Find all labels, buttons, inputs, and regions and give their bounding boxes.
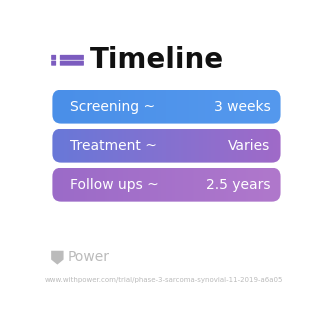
Text: Screening ~: Screening ~ — [70, 100, 155, 113]
Text: Timeline: Timeline — [90, 46, 224, 74]
FancyBboxPatch shape — [60, 60, 84, 66]
Polygon shape — [51, 251, 64, 265]
FancyBboxPatch shape — [51, 60, 56, 66]
Text: Power: Power — [67, 250, 109, 264]
Text: Treatment ~: Treatment ~ — [70, 139, 156, 153]
Text: Varies: Varies — [228, 139, 271, 153]
Text: 3 weeks: 3 weeks — [214, 100, 271, 113]
Text: 2.5 years: 2.5 years — [206, 178, 271, 192]
FancyBboxPatch shape — [60, 55, 84, 60]
Text: www.withpower.com/trial/phase-3-sarcoma-synovial-11-2019-a6a05: www.withpower.com/trial/phase-3-sarcoma-… — [45, 277, 283, 283]
Text: Follow ups ~: Follow ups ~ — [70, 178, 158, 192]
FancyBboxPatch shape — [51, 55, 56, 60]
